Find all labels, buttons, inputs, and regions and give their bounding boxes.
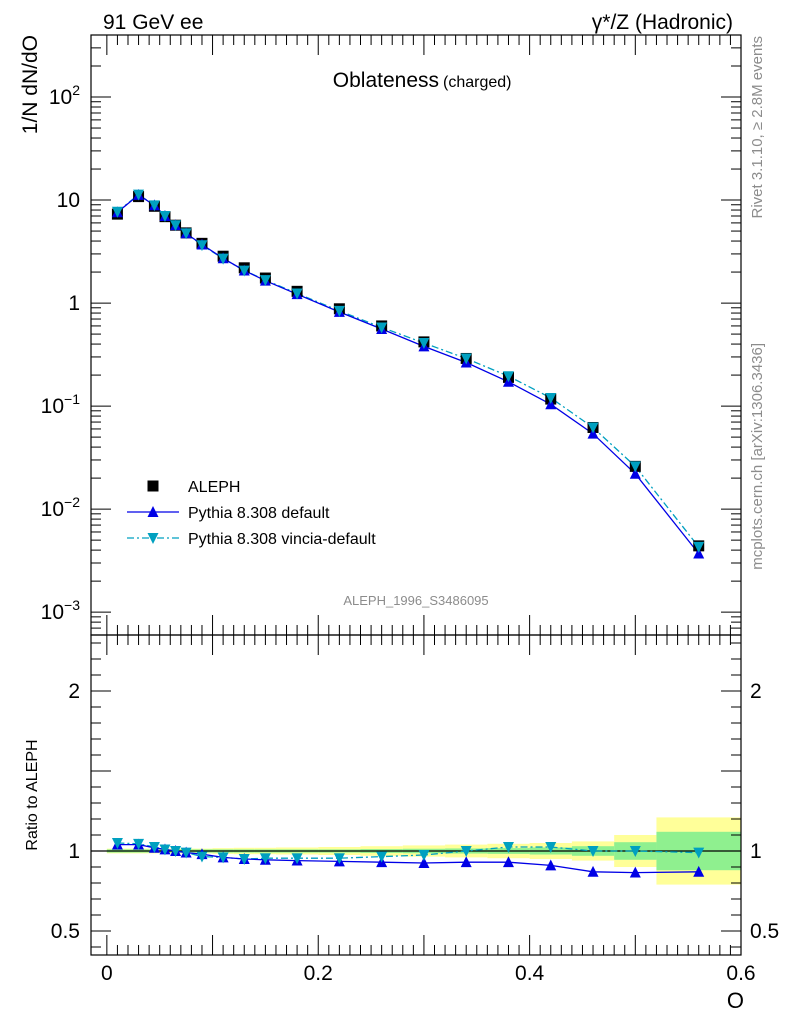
vincia-point — [545, 392, 557, 404]
x-tick-label: 0 — [101, 962, 113, 985]
ratio-panel: 0.5 0.5 1 1 2 2 0 0.2 0.4 0.6 Ratio to ALEPH O — [24, 634, 779, 1013]
vincia-ratio-point — [291, 853, 303, 865]
default-ratio-point — [460, 856, 472, 868]
vincia-point — [587, 422, 599, 434]
vincia-point — [291, 288, 303, 300]
y-tick-label: 10 — [57, 189, 80, 212]
legend: ALEPH Pythia 8.308 default Pythia 8.308 vi… — [127, 479, 376, 548]
vincia-ratio-point — [376, 851, 388, 863]
vincia-point — [148, 200, 160, 212]
vincia-point — [418, 338, 430, 349]
vincia-ratio-point — [460, 846, 472, 857]
y-tick-label: 10−3 — [41, 597, 81, 624]
header-right: γ*/Z (Hadronic) — [592, 11, 733, 34]
vincia-ratio-point — [133, 838, 145, 850]
default-ratio-point — [693, 865, 705, 877]
vincia-ratio-point — [217, 852, 229, 864]
vincia-point — [180, 228, 192, 240]
mcplots-label: mcplots.cern.ch [arXiv:1306.3436] — [749, 343, 766, 570]
default-ratio-point — [587, 865, 599, 877]
vincia-point — [170, 220, 182, 232]
vincia-ratio-point — [170, 846, 182, 857]
chart-title: Oblateness — [333, 69, 439, 92]
vincia-point — [502, 371, 514, 383]
vincia-ratio-point — [259, 853, 271, 865]
vincia-ratio-point — [693, 847, 705, 859]
legend-label: ALEPH — [188, 479, 240, 496]
vincia-point — [376, 322, 388, 334]
default-ratio-point — [418, 857, 430, 868]
vincia-ratio-point — [148, 842, 160, 853]
legend-label: Pythia 8.308 vincia-default — [188, 531, 376, 548]
vincia-ratio-point — [502, 842, 514, 853]
default-ratio-point — [629, 866, 641, 878]
legend-marker-aleph — [147, 480, 159, 492]
chart-subtitle: (charged) — [443, 74, 511, 91]
vincia-ratio-point — [333, 853, 345, 865]
vincia-point — [133, 189, 145, 201]
vincia-point — [259, 275, 271, 287]
vincia-point — [238, 265, 250, 277]
vincia-point — [111, 206, 123, 218]
legend-marker-default — [147, 506, 159, 517]
vincia-ratio-point — [180, 847, 192, 859]
vincia-ratio-point — [587, 846, 599, 857]
rivet-label: Rivet 3.1.10, ≥ 2.8M events — [749, 36, 766, 219]
x-tick-label: 0.4 — [515, 962, 545, 985]
x-tick-label: 0.2 — [304, 962, 333, 985]
main-y-axis-label: 1/N dN/dO — [19, 35, 42, 134]
y-tick-label: 10−2 — [41, 494, 81, 521]
vincia-ratio-point — [159, 844, 171, 856]
ratio-y-tick-label-left: 2 — [68, 680, 80, 703]
vincia-ratio-point — [238, 854, 250, 865]
default-point — [629, 467, 641, 479]
legend-label: Pythia 8.308 default — [188, 505, 330, 522]
vincia-point — [629, 461, 641, 473]
default-ratio-point — [545, 859, 557, 871]
vincia-ratio-point — [545, 842, 557, 853]
vincia-point — [196, 240, 208, 252]
y-tick-label: 10−1 — [41, 391, 81, 418]
ratio-y-tick-label-right: 1 — [750, 840, 762, 863]
ratio-y-tick-label-left: 0.5 — [51, 920, 80, 943]
y-tick-label: 102 — [49, 82, 80, 109]
vincia-point — [333, 305, 345, 317]
x-tick-label: 0.6 — [726, 962, 755, 985]
default-ratio-point — [502, 856, 514, 868]
vincia-ratio-point — [111, 838, 123, 849]
legend-marker-vincia — [147, 533, 159, 544]
analysis-tag: ALEPH_1996_S3486095 — [343, 593, 488, 608]
vincia-ratio-point — [418, 850, 430, 861]
vincia-point — [693, 541, 705, 553]
ratio-y-axis-label: Ratio to ALEPH — [24, 739, 41, 850]
y-tick-label: 1 — [68, 292, 80, 315]
ratio-y-tick-label-left: 1 — [68, 840, 80, 863]
ratio-y-tick-label-right: 2 — [750, 680, 762, 703]
x-axis-label: O — [727, 988, 744, 1013]
vincia-ratio-point — [629, 846, 641, 857]
vincia-ratio-point — [196, 851, 208, 863]
vincia-point — [217, 253, 229, 265]
ratio-y-tick-label-right: 0.5 — [750, 920, 779, 943]
vincia-point — [159, 211, 171, 222]
ratio-frame — [90, 634, 742, 956]
vincia-point — [460, 353, 472, 365]
header-left: 91 GeV ee — [103, 11, 203, 34]
default-point — [693, 547, 705, 559]
